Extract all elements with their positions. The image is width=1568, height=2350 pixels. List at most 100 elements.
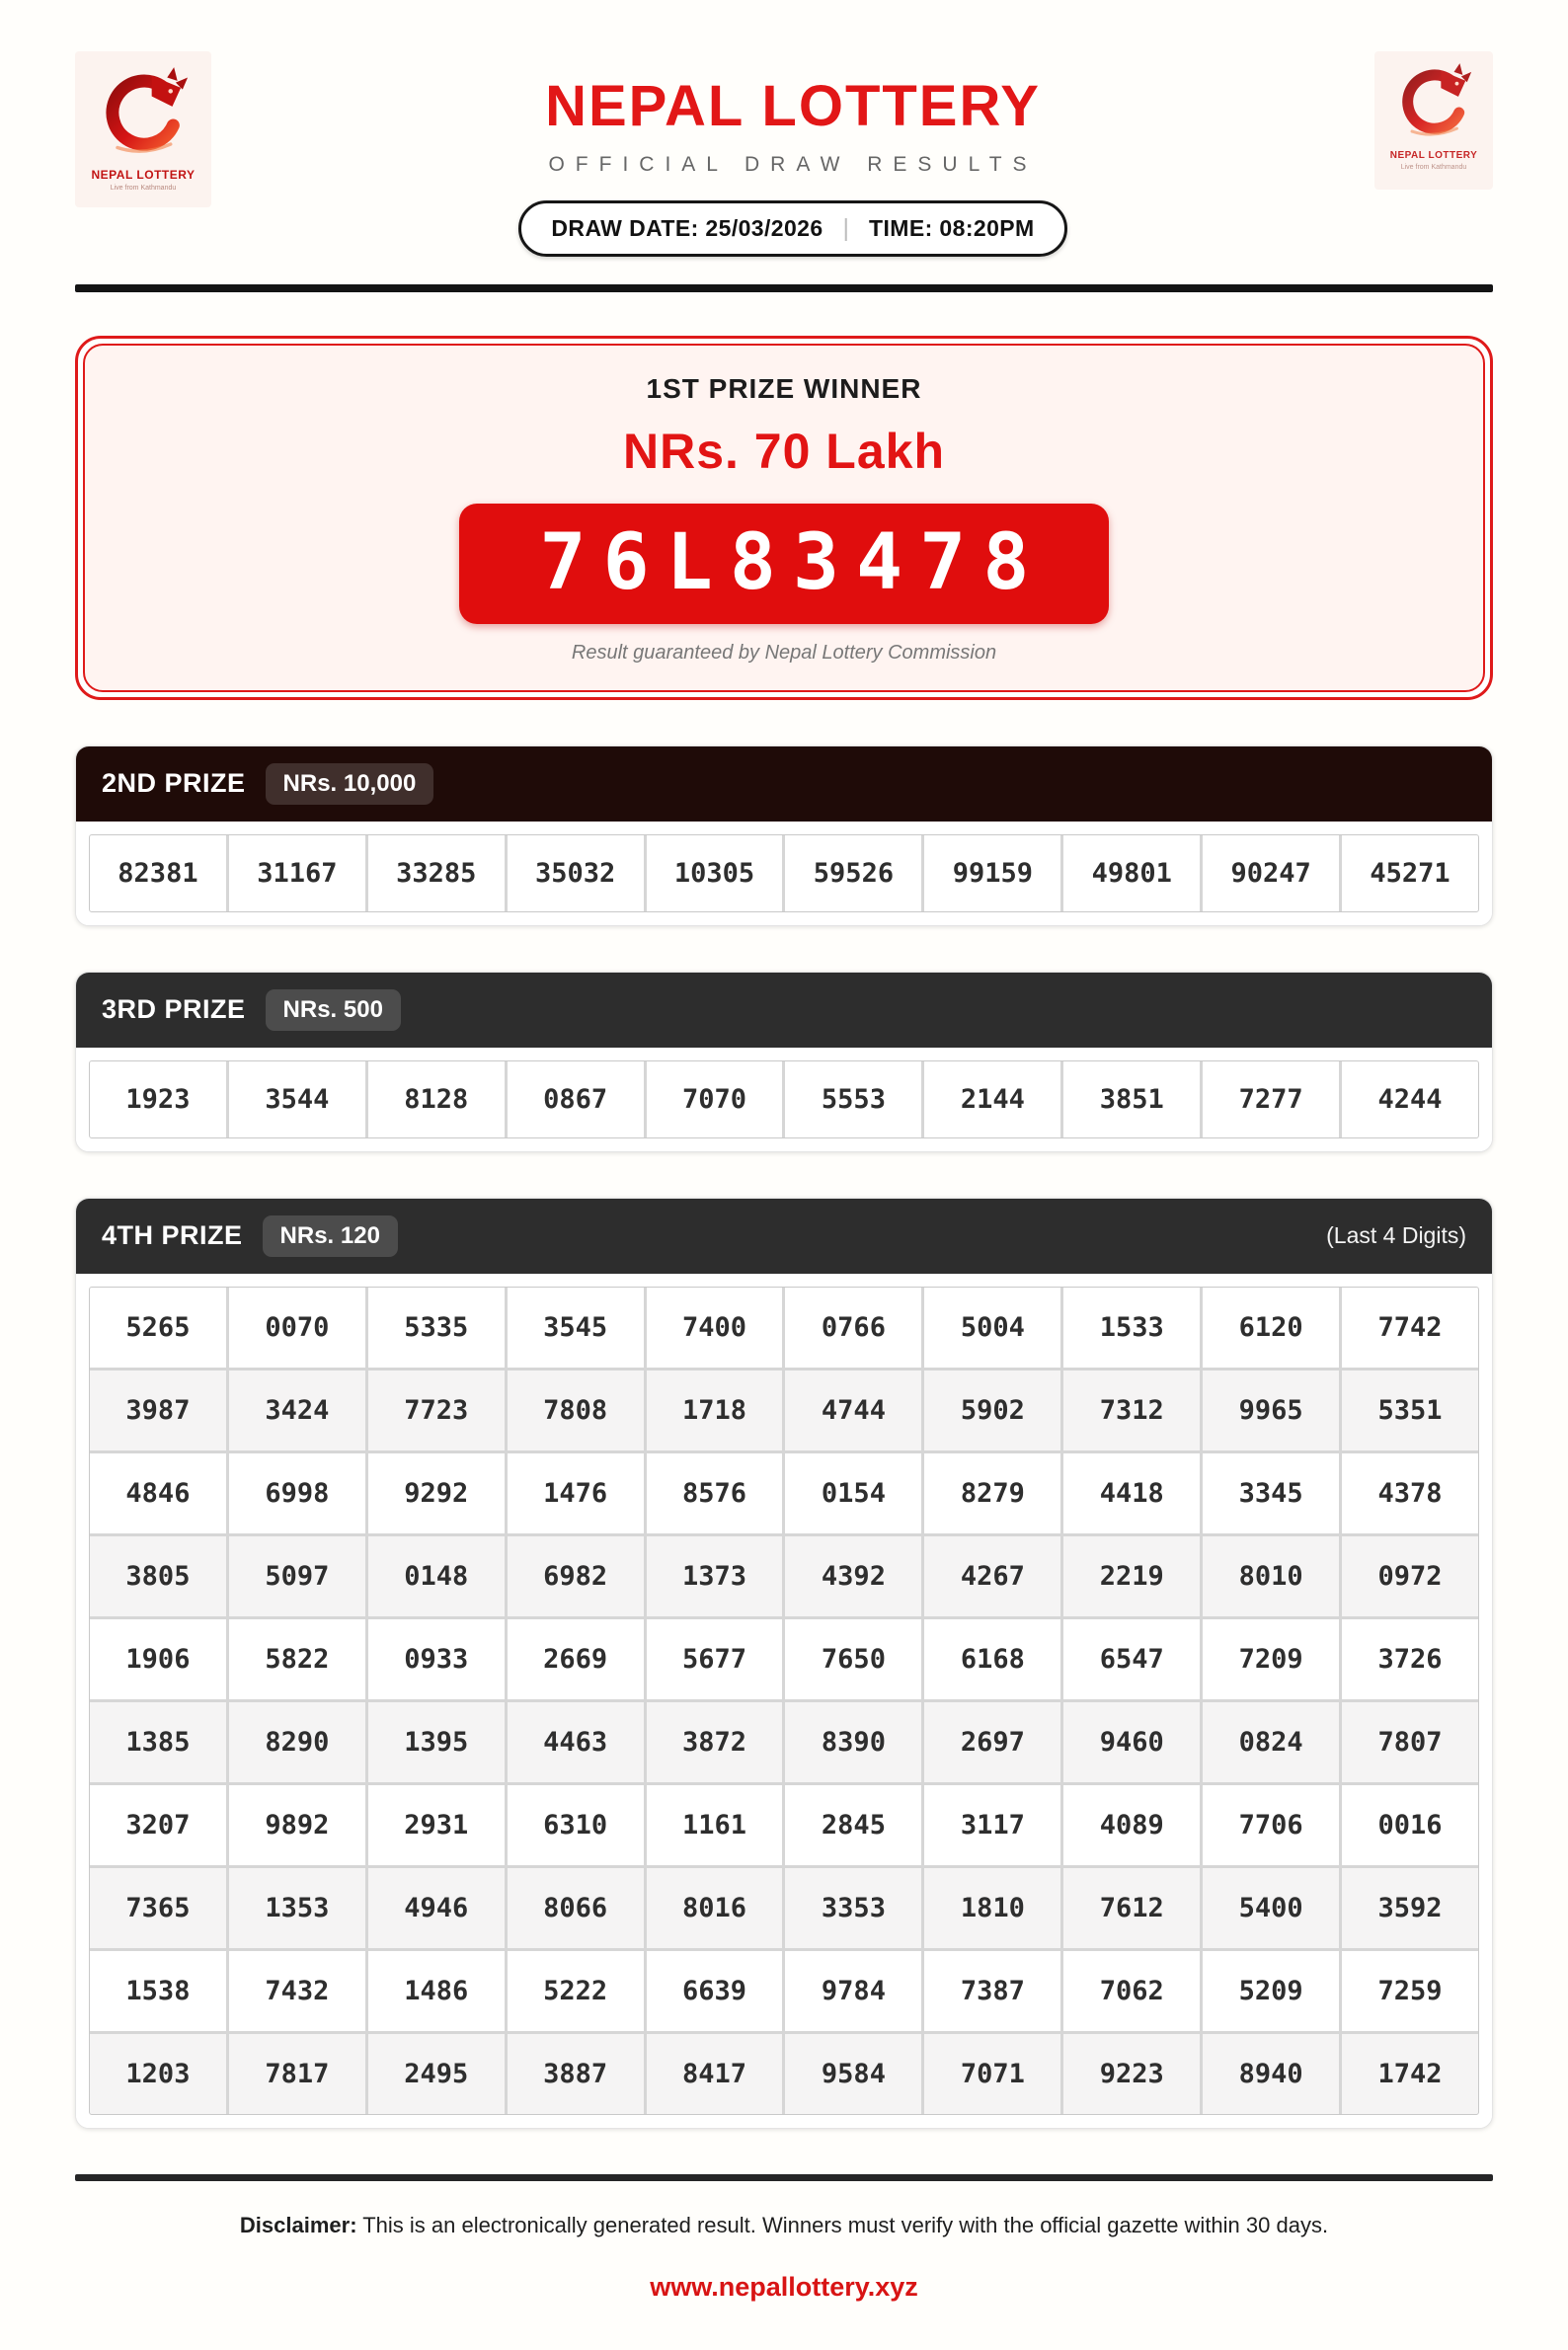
first-prize-winning-number: 76L83478 <box>539 518 1047 607</box>
number-cell: 9292 <box>367 1452 505 1533</box>
number-cell: 1353 <box>228 1867 365 1948</box>
dragon-ring-logo-icon <box>1402 63 1472 136</box>
footer-divider <box>75 2173 1493 2181</box>
number-cell: 3545 <box>507 1287 644 1368</box>
number-cell: 1742 <box>1342 2033 1478 2114</box>
number-cell: 5209 <box>1203 1950 1340 2031</box>
number-cell: 8128 <box>367 1060 505 1137</box>
number-cell: 7209 <box>1203 1618 1340 1699</box>
number-cell: 0933 <box>367 1618 505 1699</box>
draw-info-pill: DRAW DATE: 25/03/2026 | TIME: 08:20PM <box>518 200 1067 257</box>
fourth-prize-qualifier: (Last 4 Digits) <box>1326 1222 1466 1249</box>
number-cell: 7817 <box>228 2033 365 2114</box>
number-cell: 4392 <box>785 1535 922 1616</box>
number-cell: 5902 <box>924 1370 1061 1450</box>
number-cell: 0148 <box>367 1535 505 1616</box>
logo-left: NEPAL LOTTERY Live from Kathmandu <box>75 51 211 207</box>
number-cell: 2219 <box>1063 1535 1201 1616</box>
number-cell: 1203 <box>90 2033 226 2114</box>
pill-separator: | <box>842 214 850 242</box>
number-cell: 3872 <box>646 1701 783 1782</box>
first-prize-card: 1ST PRIZE WINNER NRs. 70 Lakh 76L83478 R… <box>75 336 1493 700</box>
number-grid-row: 3805 5097 0148 6982 1373 4392 4267 2219 8010 0972 <box>90 1535 1478 1616</box>
logo-brand-text: NEPAL LOTTERY <box>1389 150 1478 161</box>
third-prize-number-strip: 1923 3544 8128 0867 7070 5553 2144 3851 7277 4244 <box>89 1059 1479 1138</box>
number-cell: 5822 <box>228 1618 365 1699</box>
disclaimer-text: This is an electronically generated resu… <box>356 2212 1329 2237</box>
logo-brand-text: NEPAL LOTTERY <box>91 168 196 182</box>
number-cell: 45271 <box>1342 834 1478 911</box>
number-cell: 8417 <box>646 2033 783 2114</box>
number-cell: 10305 <box>646 834 783 911</box>
number-cell: 7365 <box>90 1867 226 1948</box>
number-cell: 1161 <box>646 1784 783 1865</box>
number-cell: 4378 <box>1342 1452 1478 1533</box>
number-cell: 7071 <box>924 2033 1061 2114</box>
number-cell: 6639 <box>646 1950 783 2031</box>
number-cell: 2845 <box>785 1784 922 1865</box>
page-container: NEPAL LOTTERY Live from Kathmandu NEPAL … <box>75 51 1493 2303</box>
number-cell: 5265 <box>90 1287 226 1368</box>
number-cell: 9460 <box>1063 1701 1201 1782</box>
page-subtitle: OFFICIAL DRAW RESULTS <box>548 153 1038 176</box>
third-prize-amount-badge: NRs. 500 <box>265 988 401 1031</box>
number-cell: 4846 <box>90 1452 226 1533</box>
number-cell: 5335 <box>367 1287 505 1368</box>
second-prize-amount-badge: NRs. 10,000 <box>265 762 434 805</box>
logo-tagline: Live from Kathmandu <box>110 185 177 192</box>
number-cell: 7312 <box>1063 1370 1201 1450</box>
page-title: NEPAL LOTTERY <box>545 74 1041 138</box>
number-cell: 3726 <box>1342 1618 1478 1699</box>
draw-date-text: DRAW DATE: 25/03/2026 <box>551 215 823 241</box>
number-grid-row: 5265 0070 5335 3545 7400 0766 5004 1533 6120 7742 <box>90 1287 1478 1368</box>
number-cell: 1533 <box>1063 1287 1201 1368</box>
number-grid-row: 3207 9892 2931 6310 1161 2845 3117 4089 7706 0016 <box>90 1784 1478 1865</box>
number-cell: 0070 <box>228 1287 365 1368</box>
number-cell: 4089 <box>1063 1784 1201 1865</box>
number-cell: 9965 <box>1203 1370 1340 1450</box>
number-cell: 6120 <box>1203 1287 1340 1368</box>
number-grid-row: 1538 7432 1486 5222 6639 9784 7387 7062 5209 7259 <box>90 1950 1478 2031</box>
number-cell: 5097 <box>228 1535 365 1616</box>
number-cell: 6310 <box>507 1784 644 1865</box>
number-cell: 1810 <box>924 1867 1061 1948</box>
number-cell: 0867 <box>507 1060 644 1137</box>
number-cell: 49801 <box>1063 834 1201 911</box>
number-cell: 82381 <box>90 834 226 911</box>
number-cell: 3207 <box>90 1784 226 1865</box>
number-cell: 7277 <box>1203 1060 1340 1137</box>
number-cell: 90247 <box>1203 834 1340 911</box>
number-cell: 1373 <box>646 1535 783 1616</box>
logo-tagline: Live from Kathmandu <box>1400 164 1467 171</box>
fourth-prize-number-grid: 5265 0070 5335 3545 7400 0766 5004 1533 6120 7742… <box>89 1286 1479 2115</box>
website-link[interactable]: www.nepallottery.xyz <box>650 2271 918 2302</box>
number-cell: 0766 <box>785 1287 922 1368</box>
second-prize-body: 82381 31167 33285 35032 10305 59526 99159 49801… <box>76 821 1492 925</box>
number-cell: 4744 <box>785 1370 922 1450</box>
first-prize-heading: 1ST PRIZE WINNER <box>646 373 922 404</box>
dragon-ring-logo-icon <box>106 67 189 153</box>
disclaimer-label: Disclaimer: <box>239 2212 357 2237</box>
number-cell: 7400 <box>646 1287 783 1368</box>
number-cell: 7723 <box>367 1370 505 1450</box>
number-cell: 7070 <box>646 1060 783 1137</box>
number-cell: 1923 <box>90 1060 226 1137</box>
number-cell: 8066 <box>507 1867 644 1948</box>
number-cell: 8390 <box>785 1701 922 1782</box>
fourth-prize-section: 4TH PRIZE NRs. 120 (Last 4 Digits) 5265 0… <box>75 1197 1493 2129</box>
number-grid-row: 1203 7817 2495 3887 8417 9584 7071 9223 8940 1742 <box>90 2033 1478 2114</box>
number-cell: 5004 <box>924 1287 1061 1368</box>
number-cell: 9892 <box>228 1784 365 1865</box>
number-cell: 1476 <box>507 1452 644 1533</box>
number-cell: 1906 <box>90 1618 226 1699</box>
number-cell: 4418 <box>1063 1452 1201 1533</box>
number-cell: 6998 <box>228 1452 365 1533</box>
number-cell: 7432 <box>228 1950 365 2031</box>
number-cell: 1385 <box>90 1701 226 1782</box>
third-prize-body: 1923 3544 8128 0867 7070 5553 2144 3851 7277 4244 <box>76 1047 1492 1151</box>
number-grid-row: 1385 8290 1395 4463 3872 8390 2697 9460 0824 7807 <box>90 1701 1478 1782</box>
third-prize-header: 3RD PRIZE NRs. 500 <box>76 972 1492 1048</box>
number-grid-row: 3987 3424 7723 7808 1718 4744 5902 7312 9965 5351 <box>90 1370 1478 1450</box>
number-cell: 6547 <box>1063 1618 1201 1699</box>
second-prize-section: 2ND PRIZE NRs. 10,000 82381 31167 33285 350… <box>75 744 1493 926</box>
